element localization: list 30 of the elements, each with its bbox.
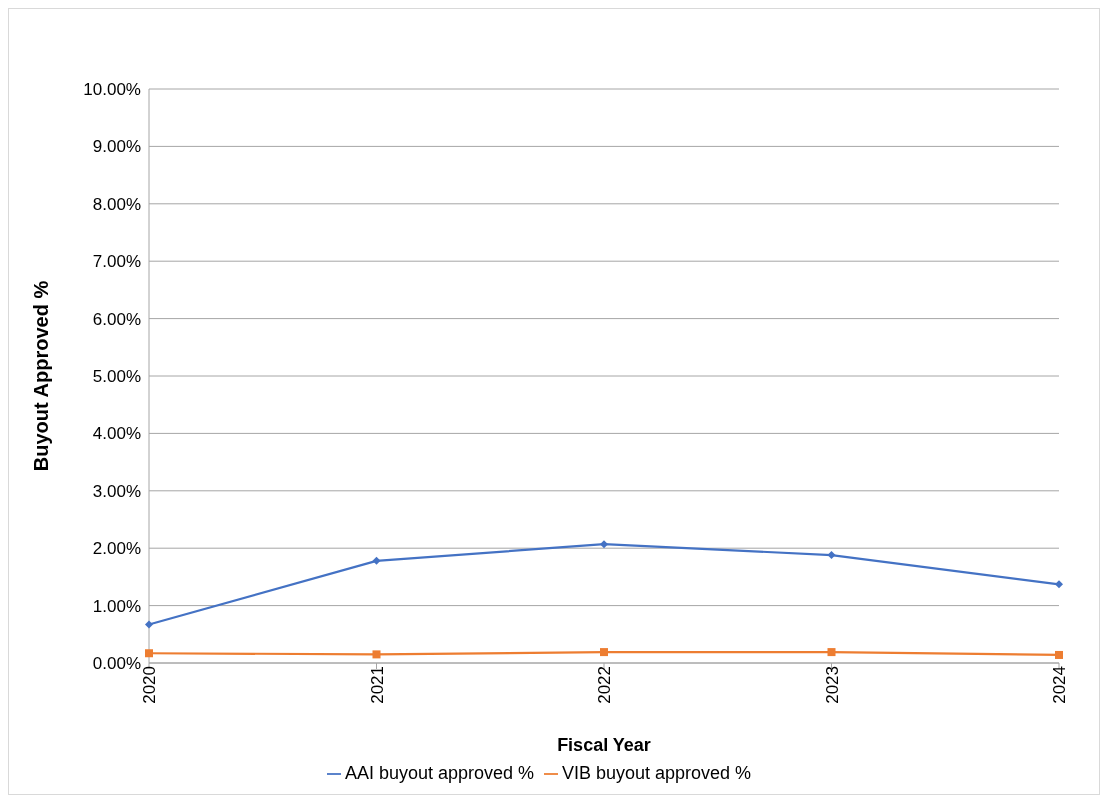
y-tick-label: 10.00%: [83, 80, 141, 100]
x-tick-label: 2022: [595, 666, 615, 704]
point: [372, 650, 381, 659]
point: [1055, 650, 1063, 659]
y-tick-label: 9.00%: [92, 137, 141, 157]
point: [145, 649, 153, 658]
x-tick-label: 2024: [1050, 666, 1070, 704]
point: [372, 556, 381, 565]
point: [600, 540, 608, 549]
y-tick-label: 5.00%: [92, 367, 141, 387]
legend-label: AAI buyout approved %: [344, 763, 534, 783]
point: [827, 551, 836, 560]
y-tick-label: 1.00%: [92, 596, 141, 616]
x-tick-label: 2023: [822, 666, 842, 704]
y-tick-label: 7.00%: [92, 252, 141, 272]
x-tick-label: 2020: [140, 666, 160, 704]
y-axis-title: Buyout Approved %: [30, 280, 53, 472]
y-tick-label: 8.00%: [92, 194, 141, 214]
y-tick-label: 0.00%: [92, 654, 141, 674]
point: [145, 620, 153, 629]
point: [1055, 580, 1063, 589]
y-tick-label: 2.00%: [92, 539, 141, 559]
legend-label: VIB buyout approved %: [562, 763, 752, 783]
x-axis-title: Fiscal Year: [557, 735, 651, 755]
y-tick-label: 6.00%: [92, 309, 141, 329]
point: [600, 648, 608, 657]
x-tick-label: 2021: [367, 666, 387, 704]
y-tick-label: 4.00%: [92, 424, 141, 444]
point: [827, 648, 836, 657]
y-tick-label: 3.00%: [92, 481, 141, 501]
